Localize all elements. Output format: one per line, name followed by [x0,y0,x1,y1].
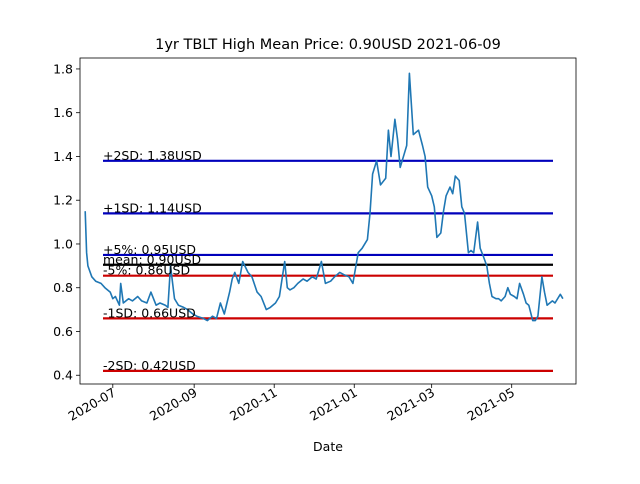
reference-line-label: +2SD: 1.38USD [103,148,202,163]
y-tick-label: 1.4 [53,149,73,164]
y-tick-label: 0.6 [53,324,73,339]
reference-line-label: -5%: 0.86USD [103,263,190,278]
x-axis-label: Date [313,439,343,454]
y-tick-label: 1.2 [53,193,73,208]
y-tick-label: 1.6 [53,105,73,120]
reference-line-label: +1SD: 1.14USD [103,200,202,215]
y-tick-label: 0.8 [53,280,73,295]
reference-line-label: -1SD: 0.66USD [103,305,196,320]
y-tick-label: 1.0 [53,236,73,251]
reference-line-label: -2SD: 0.42USD [103,358,196,373]
chart-title: 1yr TBLT High Mean Price: 0.90USD 2021-0… [155,37,501,53]
y-tick-label: 1.8 [53,61,73,76]
y-tick-label: 0.4 [53,368,73,383]
